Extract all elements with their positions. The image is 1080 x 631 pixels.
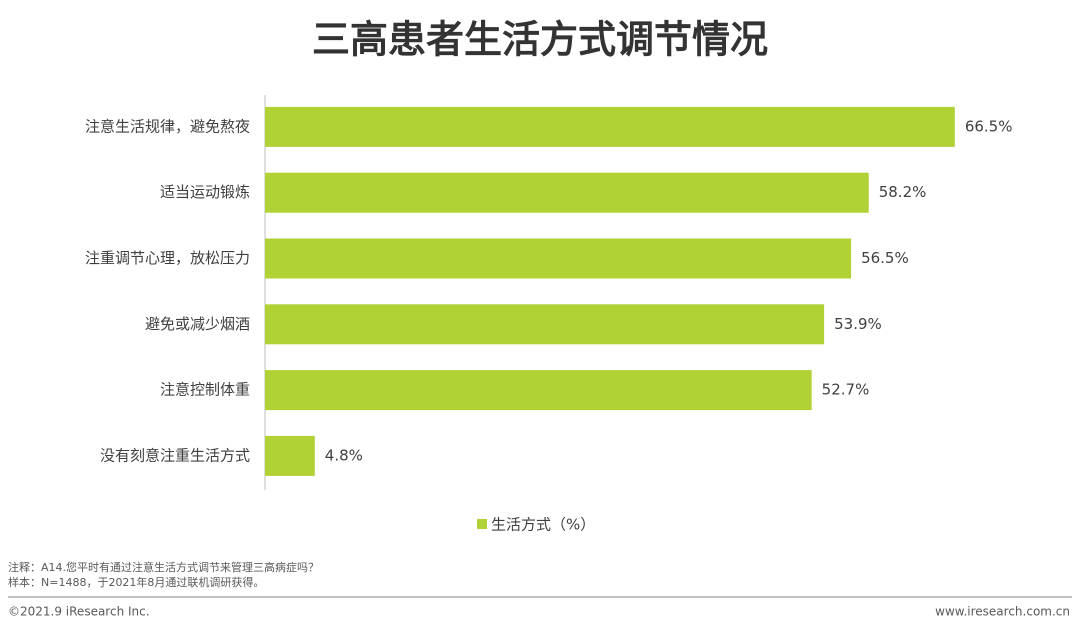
value-label: 52.7% bbox=[822, 381, 870, 399]
chart-title: 三高患者生活方式调节情况 bbox=[312, 18, 768, 62]
value-label: 4.8% bbox=[325, 446, 363, 464]
note: 样本：N=1488，于2021年8月通过联机调研获得。 bbox=[8, 575, 264, 589]
y-tick-label: 没有刻意注重生活方式 bbox=[100, 446, 250, 464]
bar bbox=[265, 370, 812, 411]
y-tick-label: 避免或减少烟酒 bbox=[145, 315, 250, 333]
bar bbox=[265, 106, 955, 147]
y-tick-label: 适当运动锻炼 bbox=[160, 183, 250, 201]
y-tick-label: 注意控制体重 bbox=[160, 381, 250, 399]
value-label: 66.5% bbox=[965, 117, 1013, 135]
copyright: ©2021.9 iResearch Inc. bbox=[8, 605, 150, 619]
website: www.iresearch.com.cn bbox=[935, 605, 1070, 619]
note: 注释：A14.您平时有通过注意生活方式调节来管理三高病症吗？ bbox=[8, 560, 319, 574]
bar bbox=[265, 172, 869, 213]
bar bbox=[265, 238, 852, 279]
bar bbox=[265, 304, 825, 345]
value-label: 56.5% bbox=[861, 249, 909, 267]
legend-label: 生活方式（%） bbox=[491, 516, 595, 534]
y-tick-label: 注重调节心理，放松压力 bbox=[85, 249, 250, 267]
value-label: 53.9% bbox=[834, 315, 882, 333]
y-tick-label: 注意生活规律，避免熬夜 bbox=[85, 117, 250, 135]
value-label: 58.2% bbox=[879, 183, 927, 201]
bar bbox=[265, 435, 315, 476]
legend-swatch bbox=[477, 519, 487, 529]
